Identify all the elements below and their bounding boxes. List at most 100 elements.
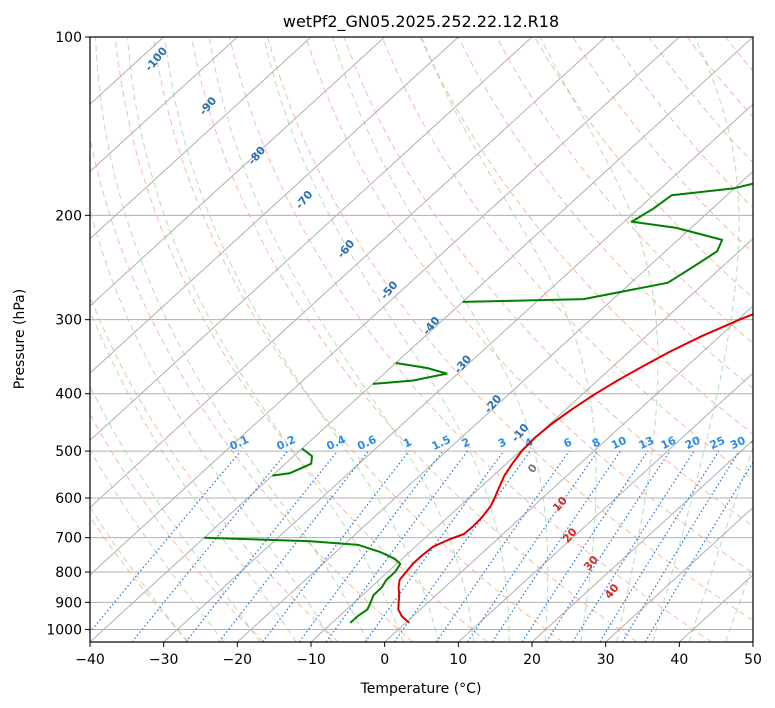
dry-adiabat-label: -40 [420,314,443,338]
y-tick-label: 700 [55,531,82,547]
dry-adiabat-line [381,37,753,481]
moist-adiabat-line [90,207,333,642]
moist-adiabat-line [95,37,369,642]
mixing-ratio-label: 30 [728,434,748,452]
isotherm-line [90,37,238,173]
mixing-ratio-line [435,450,570,642]
mixing-ratio-line [572,450,695,642]
mixing-ratio-line [466,450,599,642]
dry-adiabat-line [457,37,753,389]
isotherm-line [90,37,459,374]
dry-adiabat-line [343,37,753,527]
mixing-ratio-label: 0.1 [228,433,251,453]
plot-frame [89,36,754,643]
isotherm-line [384,305,753,642]
dry-adiabat-label: -20 [482,392,505,416]
isotherm-line [90,37,386,307]
mixing-ratio-line [599,450,720,642]
mixing-ratio-line [621,450,740,642]
mixing-ratio-line [491,450,621,642]
x-tick-label: −10 [296,652,326,668]
mixing-ratio-label: 1.5 [430,433,453,453]
moist-adiabat-line [90,308,297,642]
mixing-ratio-label: 13 [637,434,656,452]
moist-adiabat-line [725,564,753,642]
dry-adiabat-label: 30 [581,553,601,573]
x-axis-label: Temperature (°C) [360,681,482,697]
dry-adiabat-line [90,515,190,642]
isotherm-line [90,37,312,240]
dry-adiabat-line [763,37,775,642]
dry-adiabat-line [305,37,753,574]
x-tick-label: −30 [149,652,179,668]
dry-adiabat-line [190,37,638,642]
dry-adiabat-line [267,37,753,622]
dry-adiabat-line [724,37,753,72]
mixing-ratio-line [131,450,289,642]
mixing-ratio-label: 2 [460,435,472,450]
dry-adiabat-label: -70 [293,188,316,212]
mixing-ratio-label: 36 [749,434,769,452]
moist-adiabat-line [421,37,597,642]
isotherm-line [605,506,753,642]
moist-adiabat-line [688,445,753,642]
moist-adiabat-line [127,37,404,642]
temperature-profile-line [397,313,753,624]
moist-adiabat-line [263,37,510,642]
x-tick-label: 40 [670,652,688,668]
mixing-ratio-line [364,450,505,642]
dewpoint-profile-line [272,447,313,477]
moist-adiabat-line [164,37,439,642]
mixing-ratio-line [545,450,671,642]
mixing-ratio-line [90,450,242,633]
dry-adiabat-label: -60 [335,237,358,261]
dry-adiabat-line [495,37,753,344]
dry-adiabat-label: -30 [451,352,474,376]
dry-adiabat-label: 40 [602,581,622,601]
mixing-ratio-line [521,450,649,642]
dry-adiabat-line [90,412,264,642]
dry-adiabat-line [534,37,753,299]
dry-adiabat-line [648,37,753,164]
x-tick-label: 0 [380,652,389,668]
dry-adiabat-line [419,37,753,435]
x-tick-label: 20 [523,652,541,668]
mixing-ratio-label: 0.4 [325,433,348,453]
x-tick-label: −40 [75,652,105,668]
mixing-ratio-label: 25 [708,434,727,452]
x-tick-label: 10 [449,652,467,668]
y-tick-label: 1000 [46,622,82,638]
dry-adiabat-label: -90 [197,94,220,118]
x-tick-label: 50 [744,652,762,668]
isotherm-line [457,372,753,642]
dewpoint-profile-line [462,182,753,303]
y-tick-label: 400 [55,387,82,403]
moist-adiabat-line [208,37,475,642]
y-tick-label: 600 [55,491,82,507]
dry-adiabat-line [686,37,753,118]
dry-adiabat-line [152,37,563,642]
isotherm-line [531,439,753,642]
dry-adiabat-line [90,135,414,642]
mixing-ratio-label: 20 [683,434,703,452]
reference-line-labels: 0.1 0.2 0.4 0.6 1 1.5 2 3 4 6 8 10 13 16 20 25 30 36-100-… [142,44,769,601]
dry-adiabat-label: 0 [525,461,540,475]
mixing-ratio-label: 1 [401,435,413,450]
isotherm-line [90,37,533,442]
dry-adiabat-line [229,37,712,642]
mixing-ratio-line [298,450,444,642]
dry-adiabat-line [114,37,488,642]
sounding-profiles [204,182,753,624]
isotherm-line [90,37,607,509]
dry-adiabat-label: -100 [142,44,170,74]
mixing-ratio-line [393,450,531,642]
moist-adiabat-line [332,37,549,642]
chart-title: wetPf2_GN05.2025.252.22.12.R18 [283,12,559,32]
y-axis-label: Pressure (hPa) [12,289,28,389]
moist-adiabat-line [90,384,261,642]
mixing-ratio-line [218,450,369,642]
y-tick-label: 100 [55,30,82,46]
mixing-ratio-label: 6 [561,435,574,450]
